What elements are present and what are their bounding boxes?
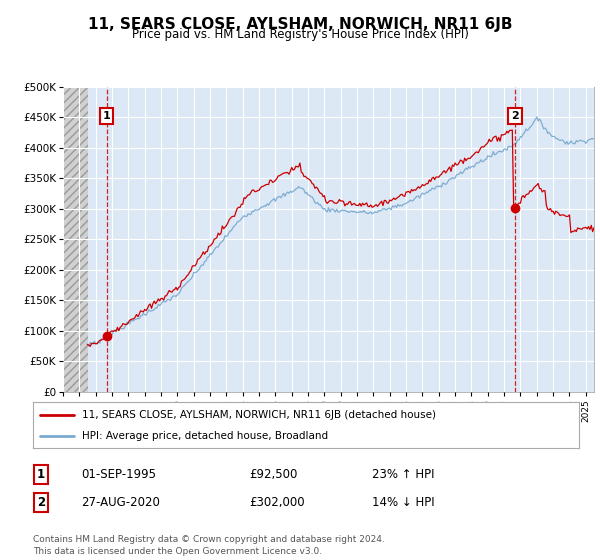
Text: HPI: Average price, detached house, Broadland: HPI: Average price, detached house, Broa… <box>82 431 328 441</box>
Text: Contains HM Land Registry data © Crown copyright and database right 2024.
This d: Contains HM Land Registry data © Crown c… <box>33 535 385 556</box>
Text: 1: 1 <box>37 468 45 482</box>
Text: 11, SEARS CLOSE, AYLSHAM, NORWICH, NR11 6JB: 11, SEARS CLOSE, AYLSHAM, NORWICH, NR11 … <box>88 17 512 32</box>
Text: 14% ↓ HPI: 14% ↓ HPI <box>372 496 434 509</box>
Text: 23% ↑ HPI: 23% ↑ HPI <box>372 468 434 482</box>
Text: 2: 2 <box>37 496 45 509</box>
Text: 11, SEARS CLOSE, AYLSHAM, NORWICH, NR11 6JB (detached house): 11, SEARS CLOSE, AYLSHAM, NORWICH, NR11 … <box>82 409 436 419</box>
Text: 1: 1 <box>103 111 110 121</box>
Text: Price paid vs. HM Land Registry's House Price Index (HPI): Price paid vs. HM Land Registry's House … <box>131 28 469 41</box>
Text: 27-AUG-2020: 27-AUG-2020 <box>81 496 160 509</box>
Text: 2: 2 <box>511 111 519 121</box>
Text: 01-SEP-1995: 01-SEP-1995 <box>81 468 156 482</box>
Text: £92,500: £92,500 <box>249 468 298 482</box>
Text: £302,000: £302,000 <box>249 496 305 509</box>
Bar <box>63 87 88 392</box>
